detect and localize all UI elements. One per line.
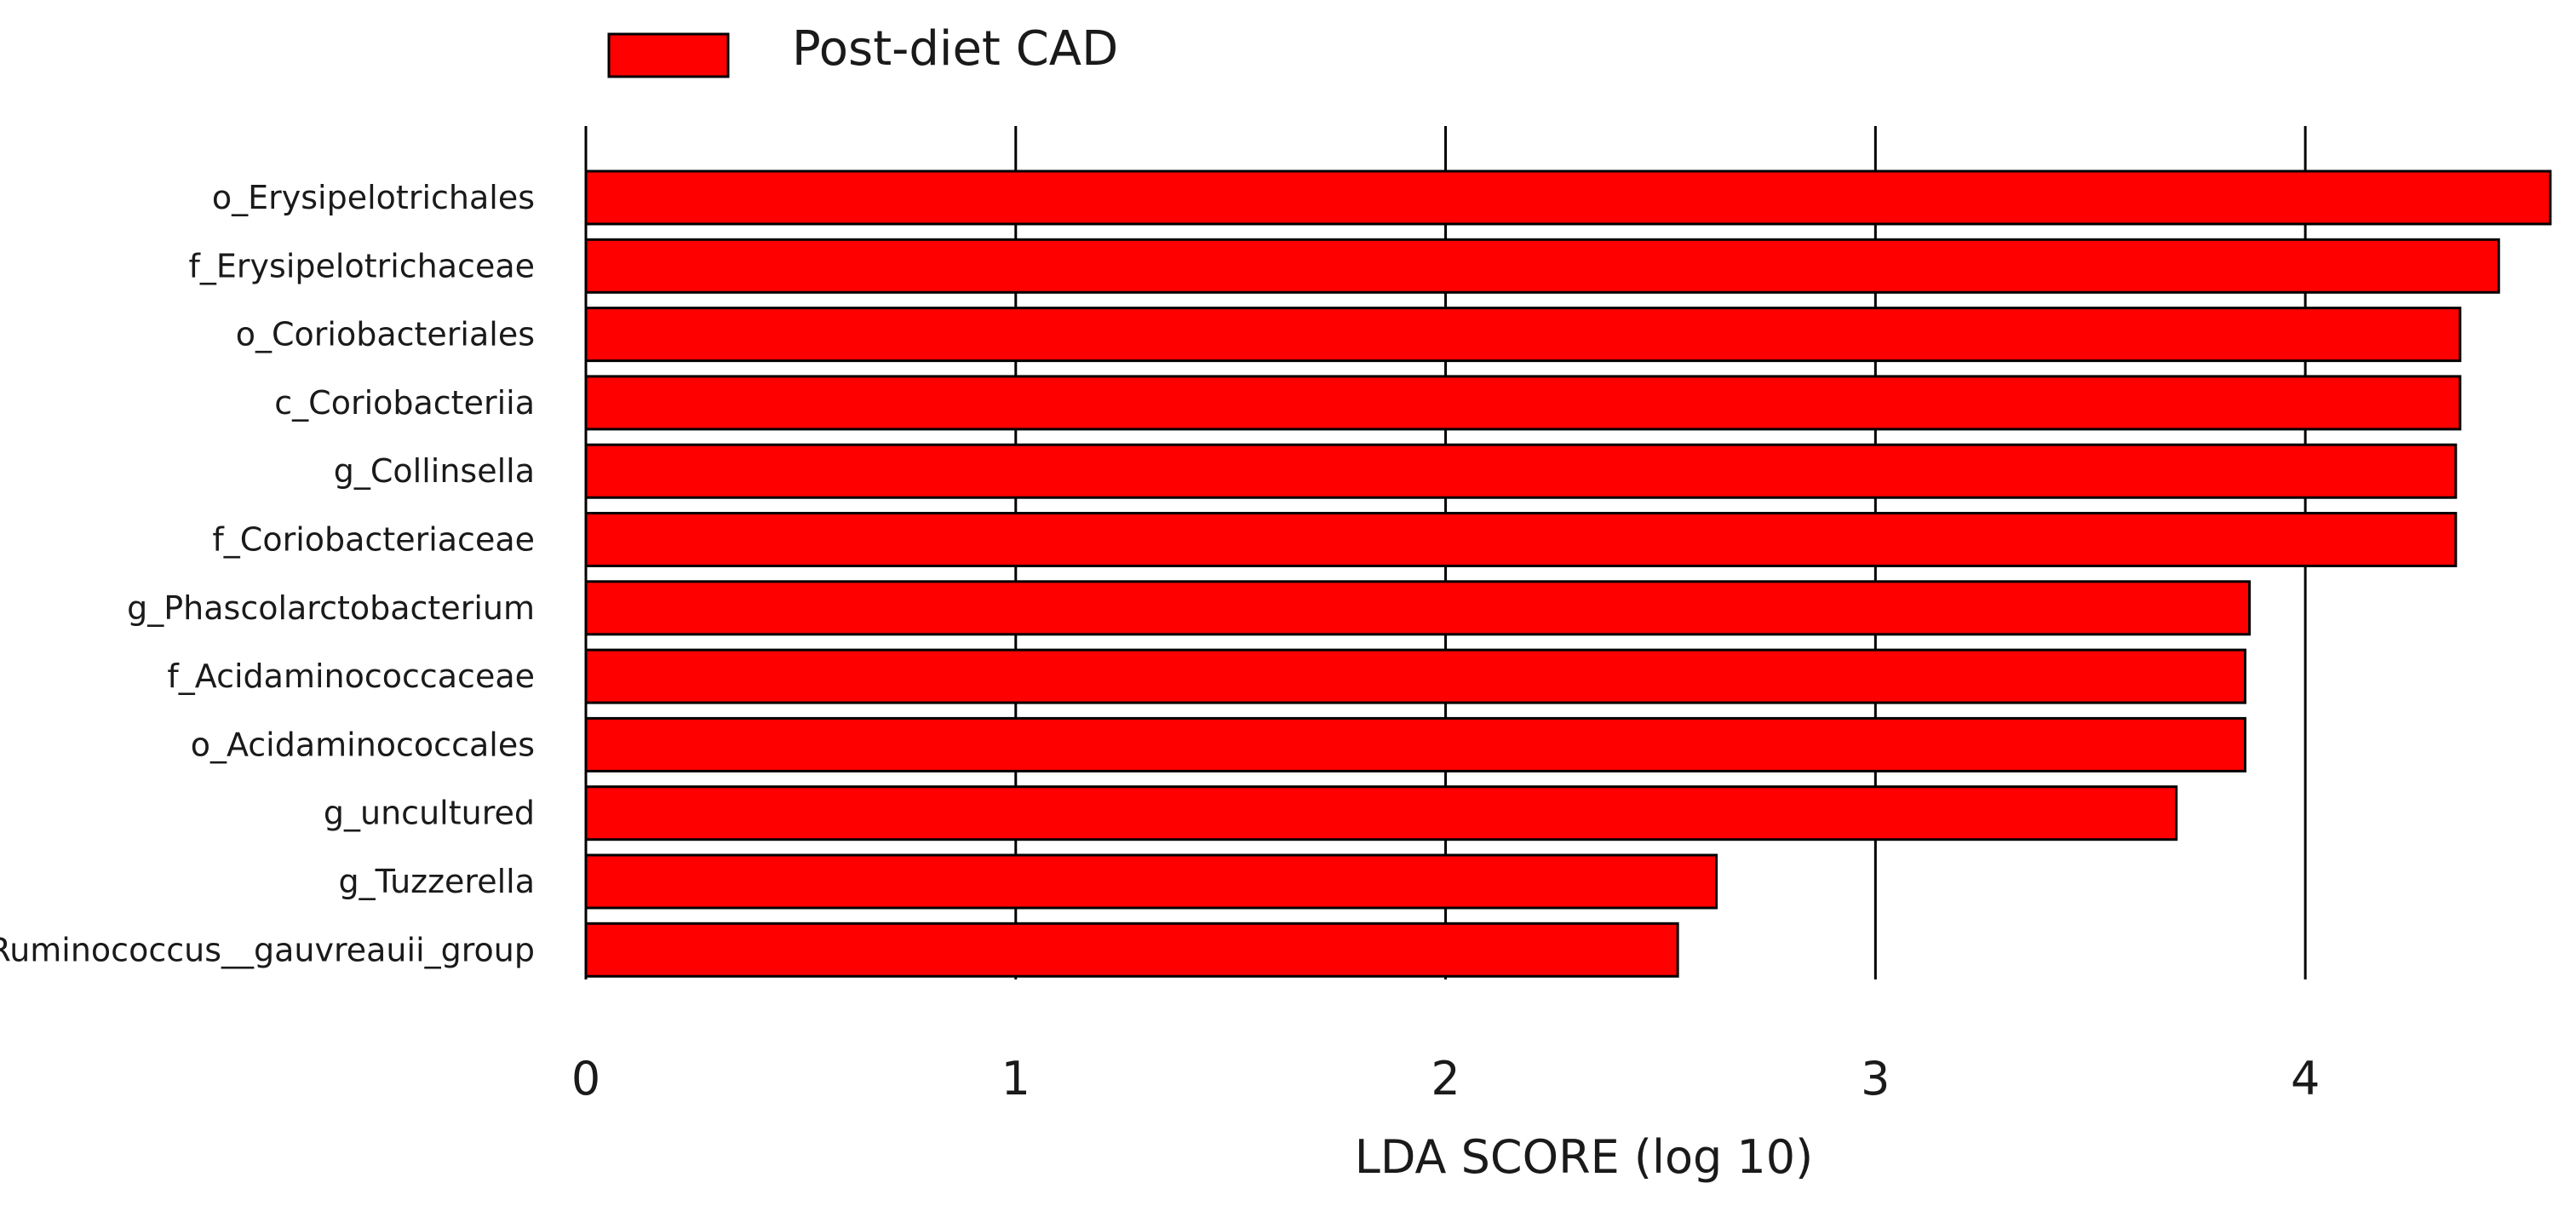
legend-label: Post-diet CAD bbox=[792, 21, 1118, 77]
category-label-3: c_Coriobacteriia bbox=[274, 384, 535, 422]
x-tick-label-4: 4 bbox=[2291, 1052, 2320, 1106]
category-label-9: g_uncultured bbox=[324, 795, 535, 832]
x-tick-label-0: 0 bbox=[571, 1052, 600, 1106]
category-label-8: o_Acidaminococcales bbox=[191, 726, 535, 763]
category-labels: o_Erysipelotrichales f_Erysipelotrichacea… bbox=[0, 179, 535, 968]
bar-11 bbox=[584, 922, 1679, 978]
bar-2 bbox=[584, 307, 2462, 363]
category-label-11: g_Ruminococcus__gauvreauii_group bbox=[0, 931, 535, 968]
category-label-6: g_Phascolarctobacterium bbox=[127, 589, 535, 627]
category-label-1: f_Erysipelotrichaceae bbox=[189, 247, 535, 284]
x-tick-label-1: 1 bbox=[1001, 1052, 1030, 1106]
bars bbox=[584, 169, 2552, 978]
x-tick-labels: 0 1 2 3 4 bbox=[571, 1052, 2320, 1106]
bar-8 bbox=[584, 716, 2246, 772]
bar-9 bbox=[584, 785, 2178, 841]
category-label-5: f_Coriobacteriaceae bbox=[212, 521, 535, 559]
bar-0 bbox=[584, 169, 2552, 226]
bar-10 bbox=[584, 853, 1718, 910]
x-tick-label-3: 3 bbox=[1861, 1052, 1890, 1106]
x-axis-title: LDA SCORE (log 10) bbox=[1355, 1130, 1813, 1184]
category-label-10: g_Tuzzerella bbox=[339, 863, 536, 900]
legend: Post-diet CAD bbox=[607, 21, 1118, 78]
bar-7 bbox=[584, 648, 2246, 704]
bar-1 bbox=[584, 238, 2500, 294]
bar-6 bbox=[584, 580, 2252, 636]
legend-swatch bbox=[607, 32, 730, 78]
category-label-4: g_Collinsella bbox=[334, 452, 535, 490]
category-label-2: o_Coriobacteriales bbox=[236, 316, 535, 353]
bar-4 bbox=[584, 443, 2458, 499]
bar-3 bbox=[584, 375, 2462, 431]
x-tick-label-2: 2 bbox=[1431, 1052, 1460, 1106]
category-label-7: f_Acidaminococcaceae bbox=[167, 658, 535, 695]
category-label-0: o_Erysipelotrichales bbox=[212, 179, 535, 216]
bar-5 bbox=[584, 512, 2458, 567]
